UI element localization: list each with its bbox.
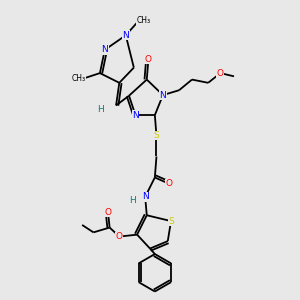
Text: O: O — [145, 55, 152, 64]
Text: H: H — [98, 105, 104, 114]
Text: N: N — [132, 111, 139, 120]
Text: CH₃: CH₃ — [136, 16, 151, 25]
Text: S: S — [168, 217, 174, 226]
Text: N: N — [142, 192, 148, 201]
Text: H: H — [129, 196, 136, 205]
Text: O: O — [116, 232, 123, 241]
Text: O: O — [104, 208, 112, 217]
Text: N: N — [160, 91, 166, 100]
Text: CH₃: CH₃ — [72, 74, 86, 83]
Text: S: S — [154, 131, 159, 140]
Text: O: O — [166, 179, 173, 188]
Text: N: N — [122, 31, 129, 40]
Text: N: N — [101, 45, 108, 54]
Text: O: O — [217, 69, 224, 78]
